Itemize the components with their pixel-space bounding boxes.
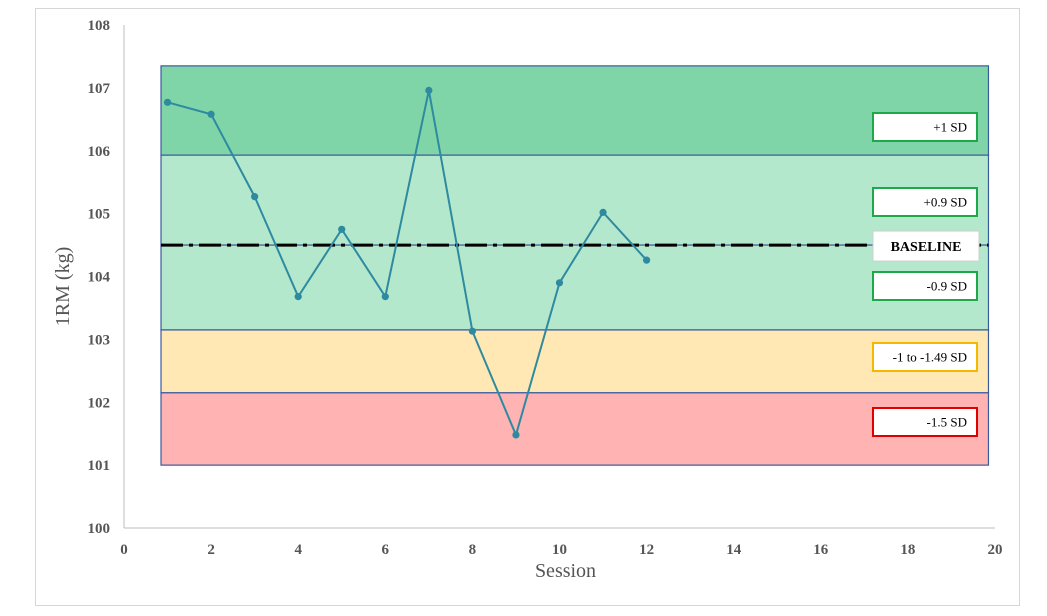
zone-band-1	[160, 154, 990, 246]
data-point	[207, 110, 215, 118]
zone-label: -1 to -1.49 SD	[893, 350, 967, 365]
data-point	[512, 431, 520, 439]
y-tick-label: 103	[88, 332, 111, 348]
x-tick-label: 10	[552, 542, 567, 558]
data-point	[643, 256, 651, 264]
baseline-label-box	[872, 230, 980, 262]
x-tick-label: 4	[294, 542, 302, 558]
data-point	[468, 327, 476, 335]
data-point	[555, 279, 564, 287]
data-point	[163, 98, 172, 106]
x-tick-label: 0	[120, 542, 128, 558]
zone-label: +0.9 SD	[924, 195, 967, 210]
x-tick-label: 12	[639, 542, 654, 558]
zone-label-box	[872, 112, 978, 142]
baseline-label: BASELINE	[891, 240, 962, 255]
y-tick-label: 106	[88, 144, 111, 160]
data-point	[338, 225, 346, 233]
x-tick-label: 20	[988, 542, 1003, 558]
zone-label: +1 SD	[933, 120, 967, 135]
x-tick-label: 18	[900, 542, 915, 558]
data-point	[294, 293, 302, 301]
data-point	[381, 293, 389, 301]
zone-label-box	[872, 187, 978, 217]
y-tick-label: 101	[88, 458, 111, 474]
zone-band-0	[160, 65, 990, 156]
data-point	[251, 193, 259, 201]
x-tick-label: 8	[469, 542, 477, 558]
x-tick-label: 16	[813, 542, 829, 558]
zone-label-box	[872, 271, 978, 301]
zone-label-box	[872, 407, 978, 437]
data-point	[425, 86, 433, 94]
y-axis-title: 1RM (kg)	[52, 247, 74, 326]
x-tick-label: 14	[726, 542, 742, 558]
y-tick-label: 107	[88, 81, 111, 97]
x-axis-title: Session	[535, 560, 596, 582]
zone-label-box	[872, 342, 978, 372]
zone-band-4	[160, 392, 990, 466]
y-tick-label: 102	[88, 395, 111, 411]
zone-label: -0.9 SD	[927, 279, 967, 294]
series-line-0	[167, 90, 648, 438]
y-tick-label: 104	[88, 270, 111, 286]
y-tick-label: 105	[88, 207, 111, 223]
x-tick-label: 6	[382, 542, 390, 558]
zone-label: -1.5 SD	[927, 415, 967, 430]
x-tick-label: 2	[207, 542, 215, 558]
y-tick-label: 108	[88, 18, 111, 34]
data-point	[599, 208, 607, 216]
y-tick-label: 100	[88, 521, 111, 537]
zone-band-3	[160, 329, 990, 394]
